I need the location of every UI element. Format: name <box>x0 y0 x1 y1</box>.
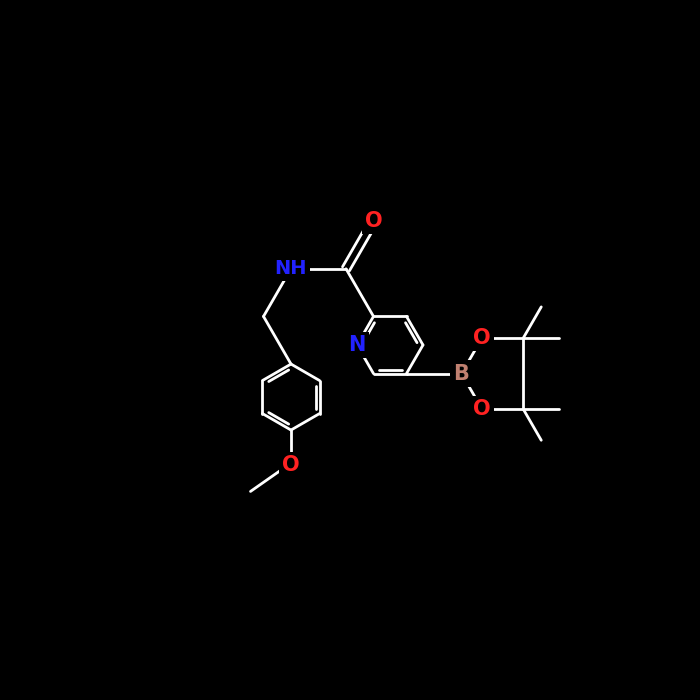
Text: O: O <box>473 399 491 419</box>
Text: N: N <box>349 335 365 355</box>
Text: O: O <box>473 328 491 348</box>
Text: B: B <box>454 363 470 384</box>
Text: O: O <box>365 211 382 231</box>
Text: O: O <box>282 455 300 475</box>
Text: NH: NH <box>274 259 307 279</box>
